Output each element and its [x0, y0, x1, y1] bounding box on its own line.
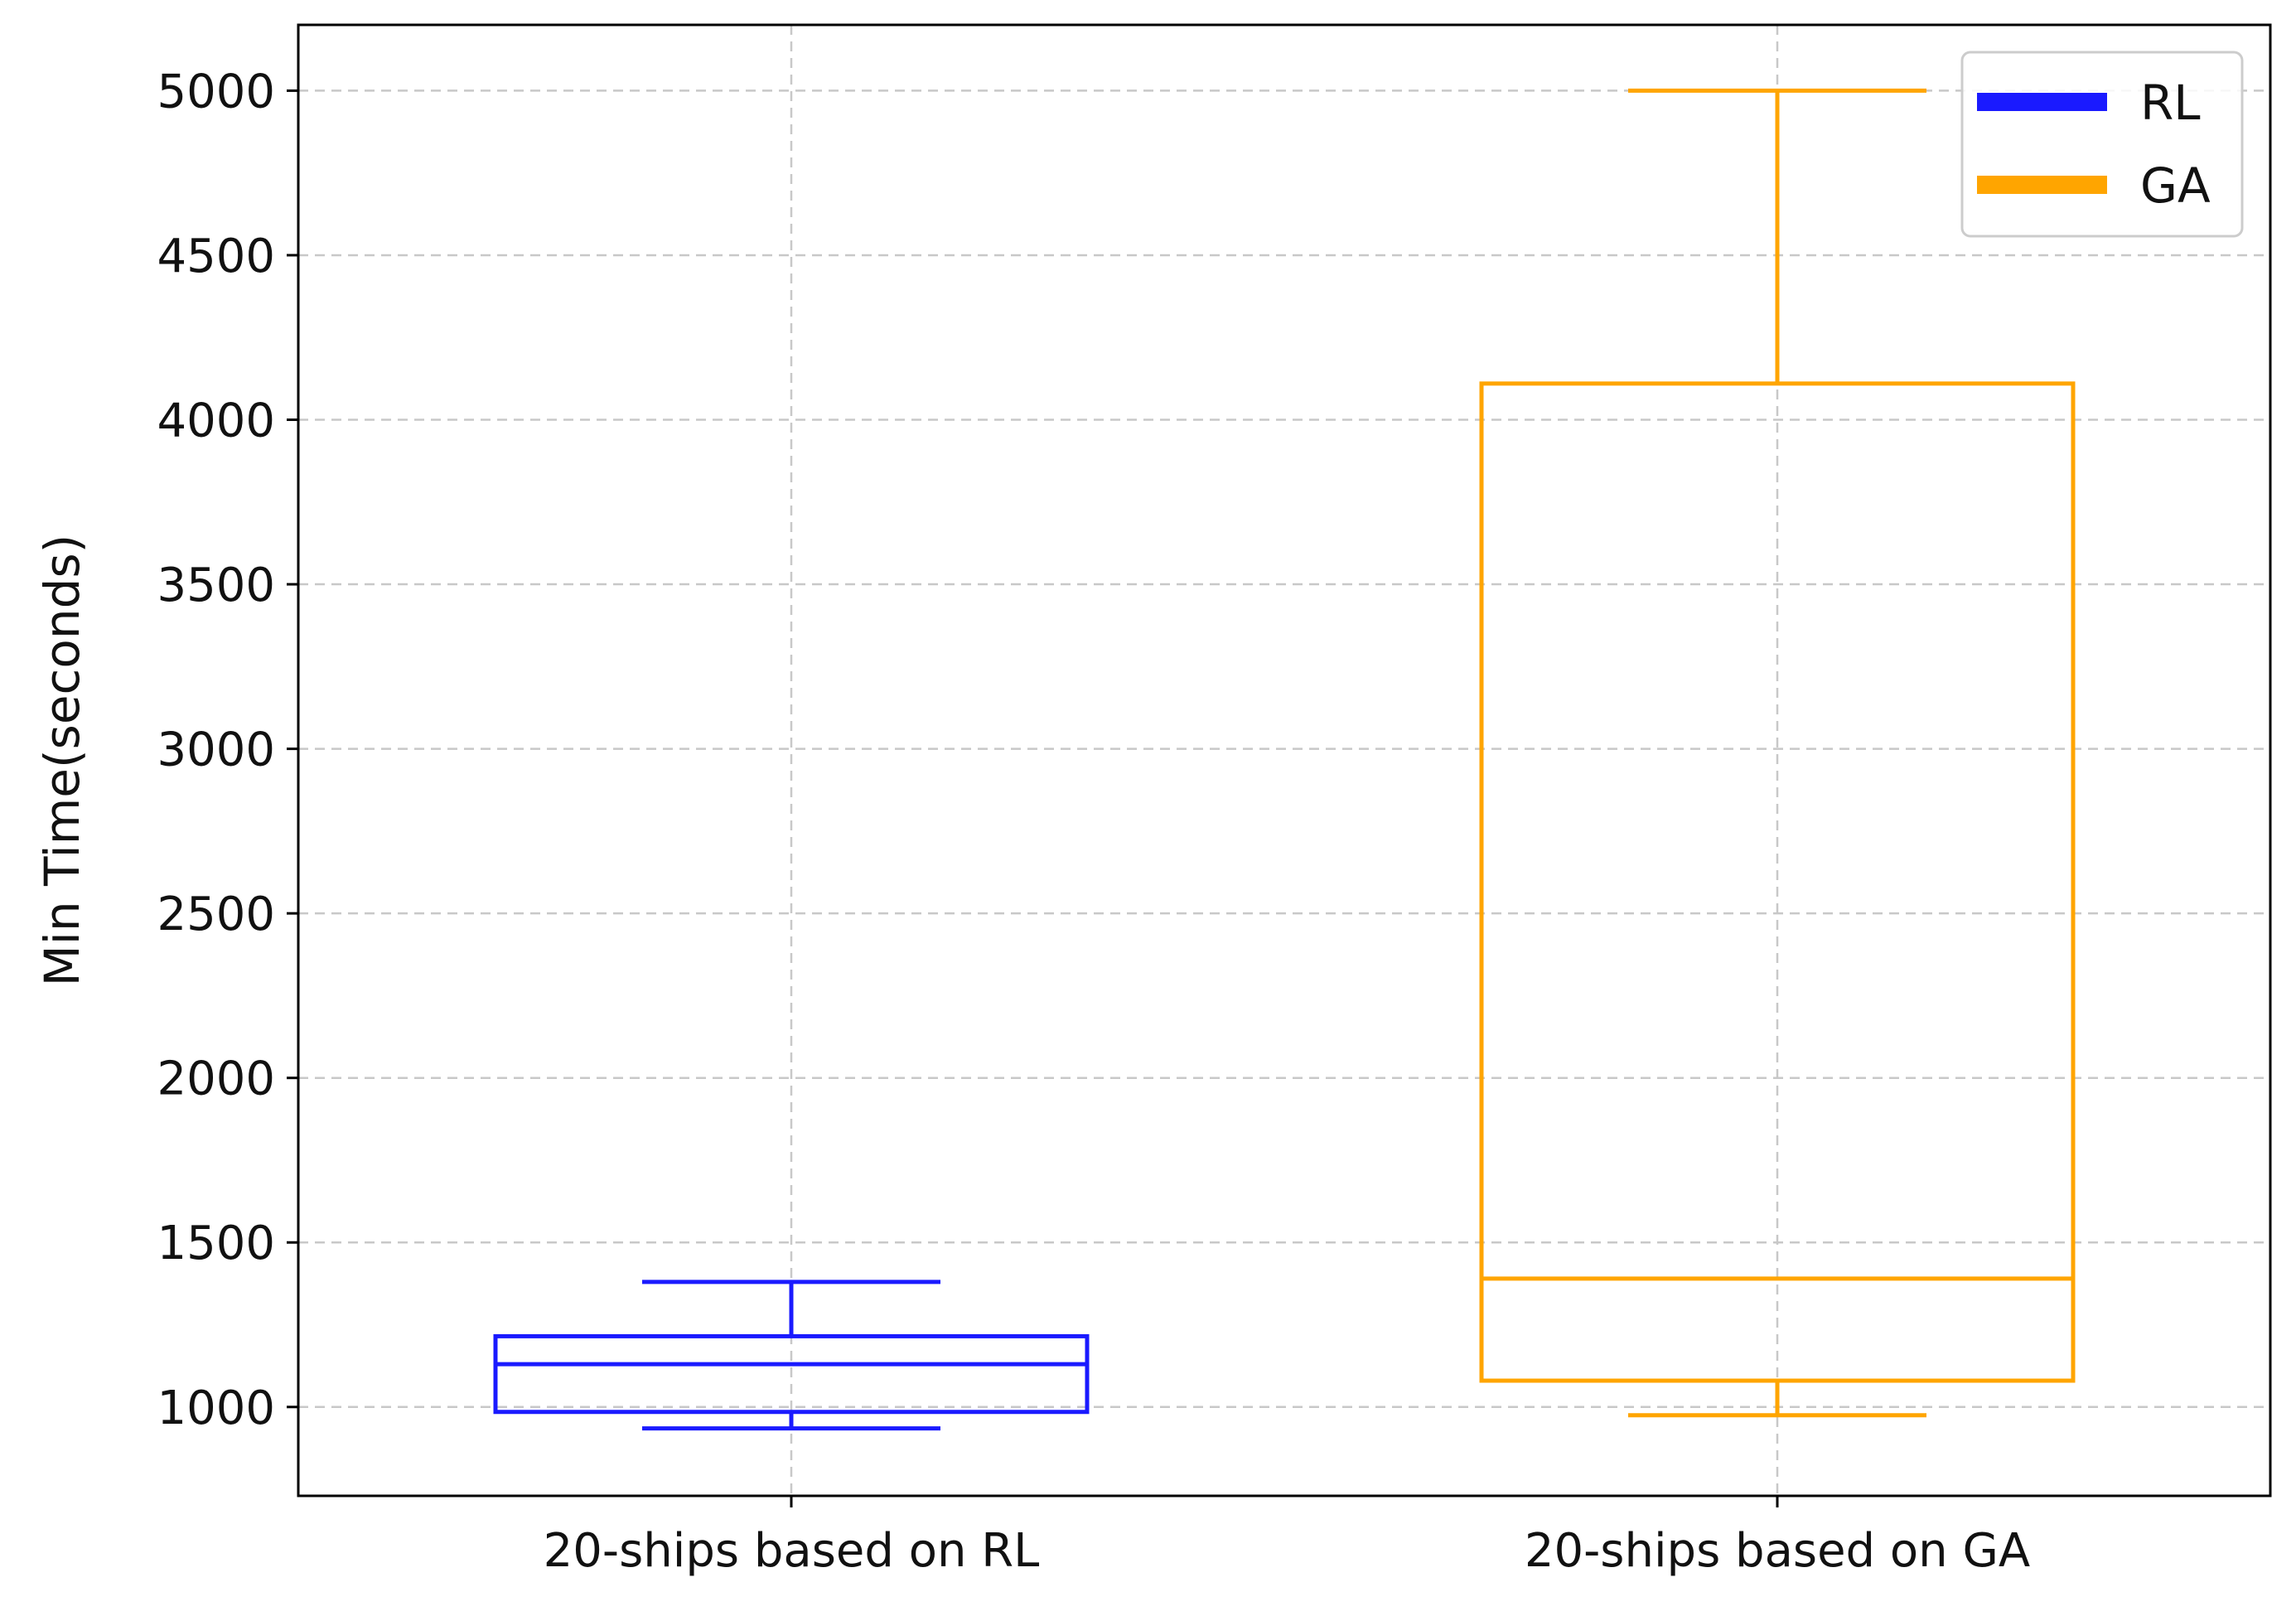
- iqr-box: [493, 1333, 1090, 1415]
- x-tick-label: 20-ships based on GA: [1525, 1524, 2030, 1578]
- tick-layer: 1000 1500 2000 2500 3000 3500 4000 4500 5000 20-s…: [157, 65, 2030, 1578]
- plot-frame: [297, 23, 2272, 1497]
- y-tick-label: 2500: [157, 888, 275, 941]
- y-tick-label: 3500: [157, 559, 275, 612]
- y-tick-label: 4000: [157, 394, 275, 448]
- y-axis-label: Min Time(seconds): [34, 535, 90, 987]
- y-tick-label: 2000: [157, 1052, 275, 1106]
- y-tick-label: 4500: [157, 230, 275, 283]
- y-tick-label: 3000: [157, 723, 275, 777]
- iqr-box: [1479, 381, 2076, 1383]
- box-ga: [1479, 88, 2076, 1418]
- y-tick-label: 1500: [157, 1217, 275, 1270]
- grid-layer: [298, 25, 2270, 1496]
- y-tick-label: 1000: [157, 1381, 275, 1435]
- y-tick-label: 5000: [157, 65, 275, 119]
- x-tick-label: 20-ships based on RL: [544, 1524, 1040, 1578]
- box-rl: [493, 1280, 1090, 1431]
- legend: RL GA: [1960, 51, 2244, 238]
- legend-label-rl: RL: [2140, 75, 2201, 131]
- box-layer: [493, 88, 2076, 1431]
- legend-label-ga: GA: [2140, 157, 2211, 214]
